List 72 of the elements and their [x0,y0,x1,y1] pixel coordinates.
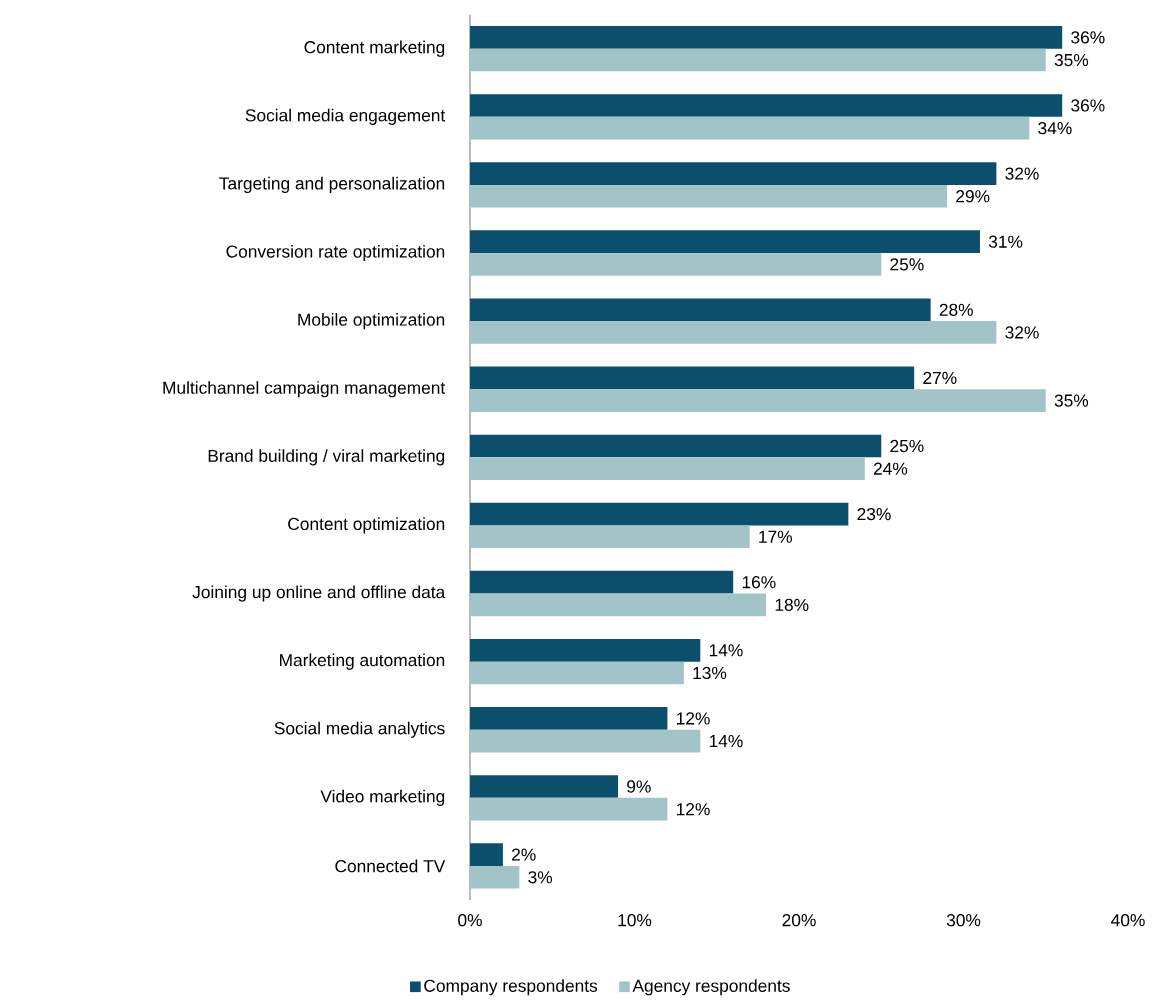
data-label: 17% [759,530,793,543]
y-tick-label: Joining up online and offline data [192,585,446,602]
data-label: 34% [1038,122,1072,135]
x-tick-label: 40% [1111,914,1145,927]
bar [470,843,503,866]
bar [470,707,668,730]
bar [470,525,750,549]
y-tick-label: Social media engagement [245,108,446,125]
x-tick-label: 10% [618,914,652,927]
legend-label: Company respondents [424,979,598,996]
y-tick-label: Mobile optimization [298,313,445,330]
y-tick-label: Marketing automation [280,653,445,670]
bar [470,184,948,208]
bar [470,502,849,526]
data-label: 25% [890,439,924,453]
y-tick-label: Content marketing [304,40,445,57]
bar [470,389,1046,412]
legend-label: Agency respondents [632,979,790,996]
bar [470,661,684,685]
bar [470,434,882,458]
data-label: 23% [857,507,891,521]
data-label: 32% [1005,167,1039,180]
bar [470,298,931,322]
bar [470,593,767,617]
data-label: 14% [709,644,743,657]
x-tick-label: 20% [782,914,816,927]
bar [470,321,997,344]
bar [470,775,619,798]
bar [470,638,701,662]
bar [470,253,882,276]
y-tick-label: Connected TV [335,859,446,873]
y-tick-label: Social media analytics [274,721,445,738]
x-tick-label: 0% [458,914,482,927]
bar [470,26,1063,49]
data-label: 14% [709,735,743,748]
data-label: 12% [676,712,710,725]
data-label: 36% [1071,99,1105,112]
data-label: 3% [528,871,553,884]
y-tick-label: Multichannel campaign management [163,381,446,398]
y-tick-label: Targeting and personalization [219,176,445,193]
bar [470,797,668,821]
data-label: 18% [775,598,809,611]
data-label: 24% [873,462,908,475]
y-tick-label: Content optimization [288,517,445,534]
data-label: 25% [890,258,924,271]
bar [470,230,980,254]
bar [470,162,997,185]
bar [470,116,1030,140]
data-label: 31% [988,235,1023,248]
bar [470,570,734,594]
y-tick-label: Brand building / viral marketing [208,449,445,466]
data-label: 2% [512,848,536,861]
data-label: 35% [1054,53,1089,67]
data-label: 29% [956,190,990,203]
data-label: 28% [939,303,973,316]
bar [470,729,701,753]
x-tick-label: 30% [946,914,981,927]
data-label: 16% [742,576,776,589]
data-label: 12% [676,803,710,816]
data-label: 32% [1005,326,1039,339]
bar [470,366,915,390]
data-label: 9% [627,780,651,793]
bar [470,865,520,889]
y-tick-label: Video marketing [320,789,445,806]
data-label: 13% [693,666,727,680]
bar [470,48,1046,72]
bar [470,94,1063,117]
y-tick-label: Conversion rate optimization [226,244,445,262]
data-label: 27% [923,371,957,384]
bar [470,457,865,480]
data-label: 35% [1054,394,1089,407]
data-label: 36% [1071,31,1105,44]
